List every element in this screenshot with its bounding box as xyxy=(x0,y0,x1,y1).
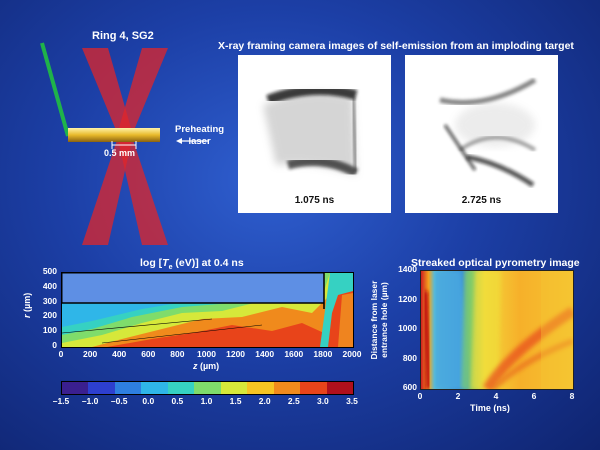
colorbar-swatch xyxy=(300,382,327,394)
colorbar-swatch xyxy=(62,382,89,394)
colorbar-tick: –1.5 xyxy=(52,396,70,406)
colorbar-swatch xyxy=(220,382,248,394)
sop-x-tick: 8 xyxy=(569,391,575,401)
te-plot-title: log [Te (eV)] at 0.4 ns xyxy=(140,257,244,272)
colorbar-tick: 2.0 xyxy=(258,396,271,406)
colorbar-tick: 1.5 xyxy=(229,396,242,406)
sop-xlabel: Time (ns) xyxy=(470,403,510,413)
sop-title: Streaked optical pyrometry image xyxy=(411,257,580,269)
sop-ylabel: Distance from laser entrance hole (µm) xyxy=(369,280,389,360)
colorbar-tick: 0.0 xyxy=(142,396,155,406)
xray-frame-2-label: 2.725 ns xyxy=(461,195,502,206)
te-ylabel: r (µm) xyxy=(22,292,32,318)
colorbar-tick: 3.5 xyxy=(346,396,358,406)
te-x-tick: 2000 xyxy=(342,349,362,359)
te-x-tick: 800 xyxy=(170,349,185,359)
te-x-tick: 1600 xyxy=(284,349,304,359)
xray-frame-2: 2.725 ns xyxy=(405,55,558,213)
te-y-tick: 200 xyxy=(42,310,57,321)
sop-y-tick: 800 xyxy=(402,352,417,363)
sop-y-tick: 1400 xyxy=(398,264,417,274)
te-x-tick: 1200 xyxy=(226,349,246,359)
te-x-tick: 1800 xyxy=(313,349,333,359)
te-plot-area xyxy=(61,272,354,348)
sop-x-tick: 6 xyxy=(531,391,537,401)
sop-y-tick: 1000 xyxy=(398,323,417,333)
sop-image xyxy=(420,270,574,390)
preheat-label: Preheating laser xyxy=(175,124,225,147)
lower-beam-left xyxy=(82,140,132,245)
sop-x-tick: 2 xyxy=(455,391,461,401)
te-colorbar xyxy=(61,381,354,395)
colorbar-swatch xyxy=(88,382,115,394)
xray-title: X-ray framing camera images of self-emis… xyxy=(218,40,574,52)
te-x-tick: 0 xyxy=(58,349,64,359)
sop-y-tick: 1200 xyxy=(398,293,417,304)
te-y-tick: 300 xyxy=(42,295,57,306)
colorbar-swatch xyxy=(247,382,274,394)
sop-y-tick: 600 xyxy=(402,382,417,392)
te-y-tick: 100 xyxy=(42,325,57,336)
dimension-label: 0.5 mm xyxy=(104,148,136,158)
te-y-tick: 400 xyxy=(42,280,57,291)
colorbar-tick: 2.5 xyxy=(287,396,300,406)
laser-diagram-title: Ring 4, SG2 xyxy=(92,30,154,42)
xray-frame-1-label: 1.075 ns xyxy=(294,195,335,206)
colorbar-swatch xyxy=(194,382,221,394)
te-x-tick: 1000 xyxy=(197,349,216,359)
te-y-tick: 0 xyxy=(52,340,57,350)
sop-x-tick: 0 xyxy=(417,391,423,401)
te-xlabel: z (µm) xyxy=(193,361,220,371)
colorbar-swatch xyxy=(326,382,353,394)
colorbar-swatch xyxy=(167,382,195,394)
upper-beam-left xyxy=(82,48,133,135)
gold-tube xyxy=(68,128,160,142)
colorbar-tick: 0.5 xyxy=(171,396,184,406)
colorbar-tick: –0.5 xyxy=(110,396,128,406)
colorbar-swatch xyxy=(141,382,168,394)
laser-beam-diagram xyxy=(40,42,208,245)
upper-beam-right xyxy=(117,48,168,135)
lower-beam-right xyxy=(118,140,168,245)
colorbar-tick: 1.0 xyxy=(200,396,213,406)
sop-x-tick: 4 xyxy=(493,391,499,401)
target-stalk xyxy=(40,42,70,137)
te-x-tick: 400 xyxy=(112,349,127,359)
xray-frame-1: 1.075 ns xyxy=(238,55,391,213)
te-x-tick: 200 xyxy=(83,349,98,359)
te-x-tick: 1400 xyxy=(255,349,275,359)
colorbar-swatch xyxy=(114,382,142,394)
te-x-tick: 600 xyxy=(141,349,156,359)
colorbar-swatch xyxy=(273,382,301,394)
colorbar-tick: –1.0 xyxy=(81,396,99,406)
colorbar-tick: 3.0 xyxy=(316,396,329,406)
te-y-tick: 500 xyxy=(42,266,57,276)
